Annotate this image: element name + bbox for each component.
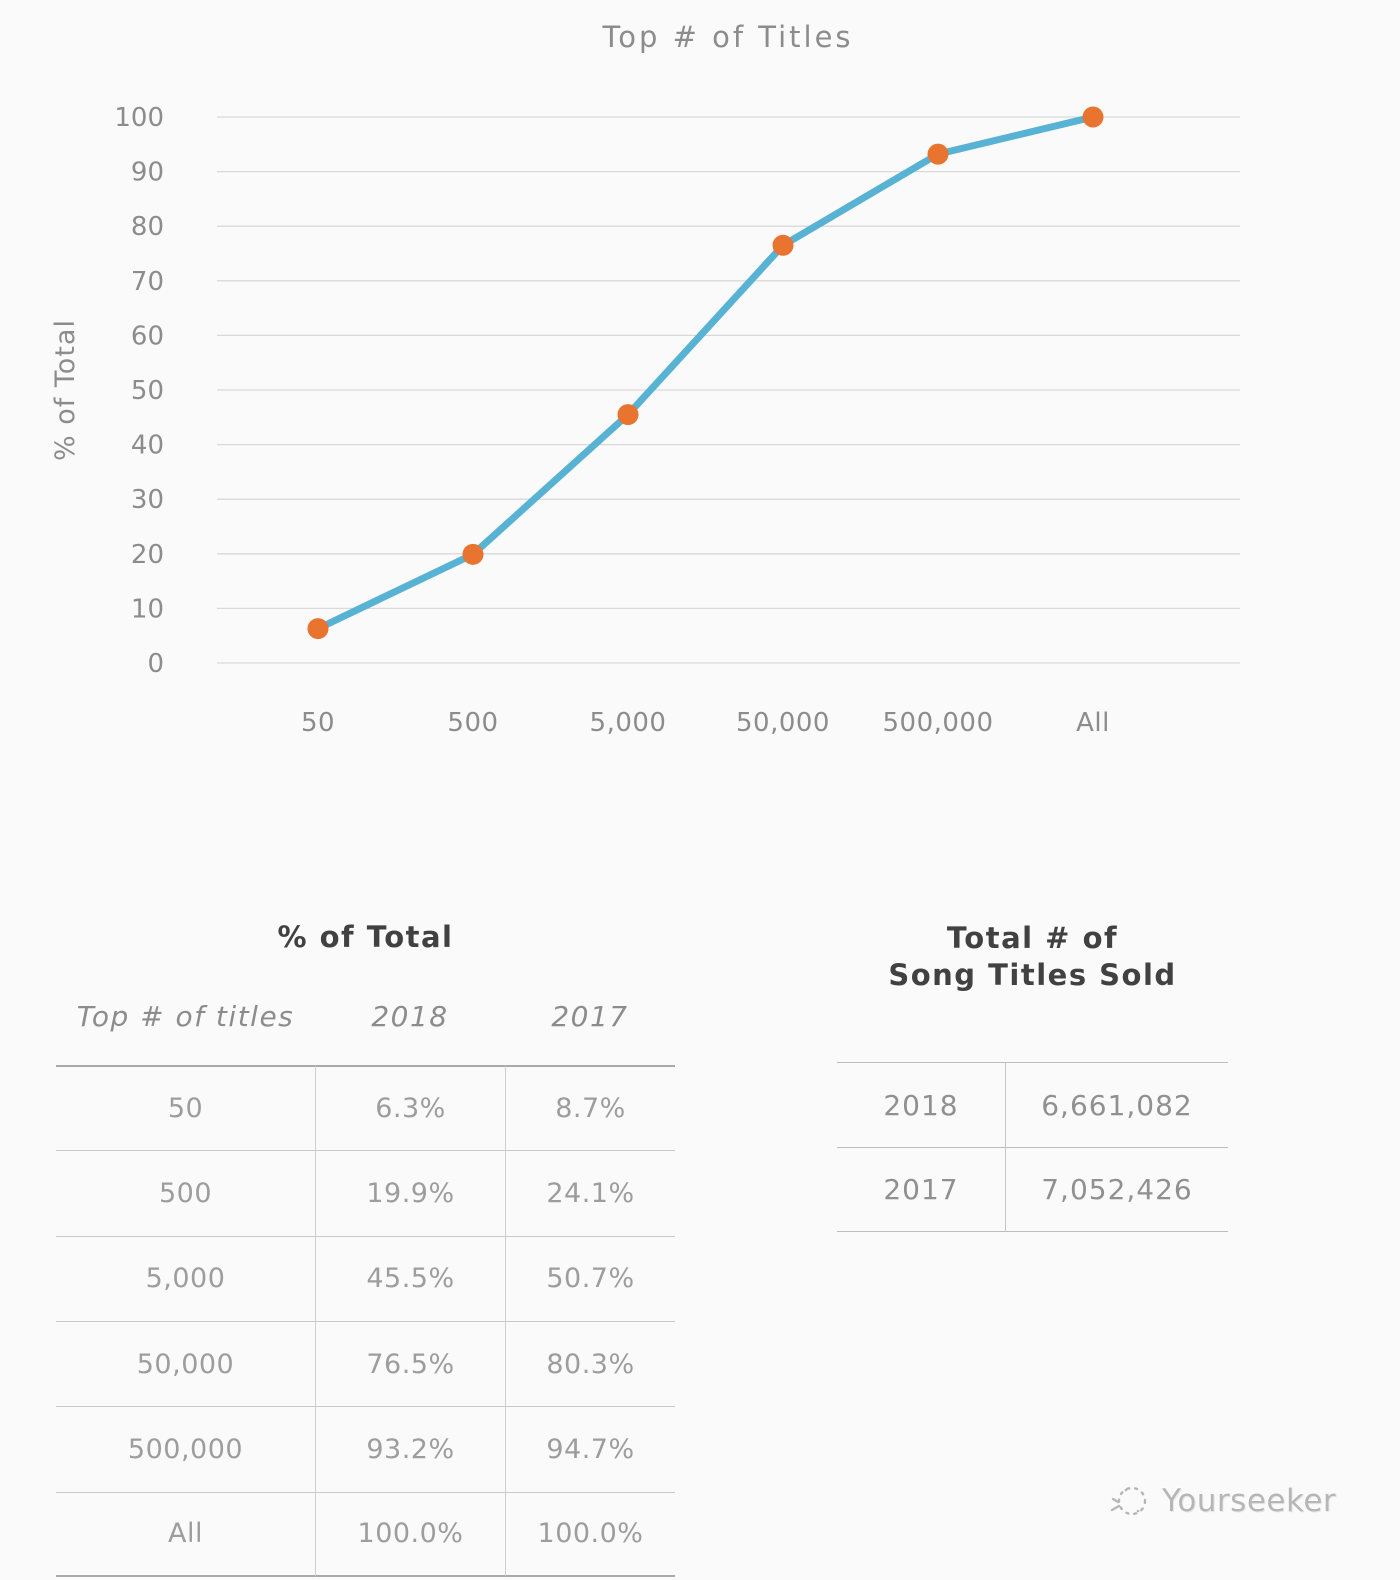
header-top-number-of-titles: Top # of titles	[76, 1000, 295, 1033]
y-tick-label: 70	[131, 267, 164, 297]
data-point-marker	[617, 404, 639, 426]
table-cell: 76.5%	[315, 1320, 505, 1407]
y-tick-label: 40	[131, 431, 164, 461]
header-2017: 2017	[551, 1000, 629, 1033]
watermark: Yourseeker	[1106, 1478, 1336, 1524]
y-tick-label: 20	[131, 540, 164, 570]
table-cell: 50	[56, 1065, 315, 1150]
table-cell: 500,000	[56, 1406, 315, 1491]
table-cell: 500	[56, 1150, 315, 1235]
data-point-marker	[307, 618, 329, 640]
percent-of-total-table: 50 6.3% 8.7% 500 19.9% 24.1% 5,000 45.5%…	[56, 1065, 675, 1577]
song-titles-sold-title-line1: Total # of	[946, 921, 1119, 955]
x-tick-label: 500,000	[882, 708, 993, 738]
line-chart: 0 10 20 30 40 50 60 70 80 90 100 50 500 5,000 50,000 50…	[50, 20, 1240, 738]
song-titles-sold-table: 2018 6,661,082 2017 7,052,426	[837, 1062, 1228, 1232]
percent-of-total-table-header: Top # of titles 2018 2017	[56, 1000, 675, 1033]
header-2018: 2018	[371, 1000, 449, 1033]
table-cell: 6.3%	[315, 1065, 505, 1151]
data-point-marker	[1082, 106, 1104, 128]
table-cell: 6,661,082	[1005, 1062, 1228, 1147]
table-cell: 100.0%	[315, 1491, 505, 1577]
x-tick-label: All	[1076, 708, 1110, 738]
table-cell: 2018	[837, 1062, 1005, 1147]
yourseeker-logo-icon	[1110, 1486, 1147, 1516]
y-tick-label: 50	[131, 376, 164, 406]
x-tick-label: 50,000	[736, 708, 830, 738]
data-point-marker	[927, 143, 949, 165]
table-cell: 100.0%	[505, 1491, 675, 1577]
chart-title: Top # of Titles	[601, 20, 853, 54]
x-tick-label: 500	[447, 708, 498, 738]
table-cell: 19.9%	[315, 1150, 505, 1236]
table-cell: 80.3%	[505, 1320, 675, 1407]
x-tick-label: 5,000	[590, 708, 667, 738]
x-tick-label: 50	[301, 708, 335, 738]
song-titles-sold-title-line2: Song Titles Sold	[888, 958, 1177, 992]
song-titles-sold-table-title: Total # of Song Titles Sold	[837, 920, 1228, 994]
y-tick-label: 0	[147, 649, 164, 679]
data-line	[314, 113, 1097, 633]
data-point-marker	[462, 543, 484, 565]
table-cell: All	[56, 1491, 315, 1577]
table-cell: 8.7%	[505, 1065, 675, 1151]
table-cell: 5,000	[56, 1235, 315, 1321]
y-tick-label: 10	[131, 594, 164, 624]
table-cell: 7,052,426	[1005, 1147, 1228, 1232]
table-cell: 45.5%	[315, 1235, 505, 1321]
y-tick-label: 80	[131, 212, 164, 242]
percent-of-total-table-title: % of Total	[277, 920, 454, 954]
table-cell: 94.7%	[505, 1406, 675, 1492]
y-tick-label: 60	[131, 321, 164, 351]
table-cell: 93.2%	[315, 1406, 505, 1492]
y-tick-label: 30	[131, 485, 164, 515]
watermark-brand-text: Yourseeker	[1162, 1483, 1337, 1519]
y-axis-title: % of Total	[50, 319, 81, 461]
y-tick-label: 100	[114, 103, 164, 133]
table-cell: 2017	[837, 1147, 1005, 1232]
table-cell: 50.7%	[505, 1235, 675, 1321]
table-cell: 24.1%	[505, 1150, 675, 1236]
y-tick-label: 90	[131, 158, 164, 188]
data-point-marker	[772, 234, 794, 256]
table-cell: 50,000	[56, 1320, 315, 1406]
